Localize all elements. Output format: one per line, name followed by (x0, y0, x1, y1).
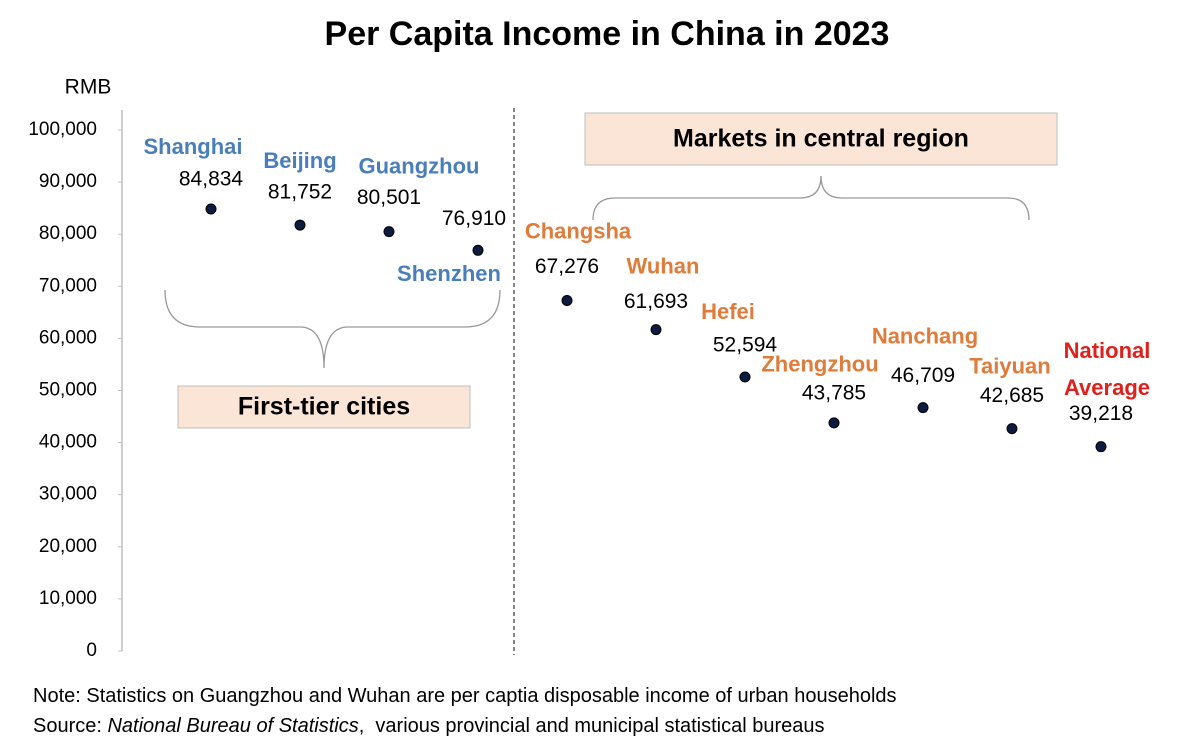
value-label: 61,693 (624, 290, 688, 313)
y-axis-label: RMB (65, 76, 112, 99)
source-text: National Bureau of Statistics (107, 715, 359, 737)
y-tick-label: 60,000 (39, 327, 97, 348)
value-label: 67,276 (535, 255, 599, 278)
category-label: Taiyuan (969, 353, 1051, 378)
value-label: 43,785 (802, 381, 866, 404)
y-tick-label: 30,000 (39, 484, 97, 505)
value-label: 52,594 (713, 334, 778, 357)
data-point (650, 324, 662, 336)
y-tick-label: 50,000 (39, 380, 97, 401)
data-point (917, 402, 929, 414)
note: Note: Statistics on Guangzhou and Wuhan … (33, 685, 897, 707)
y-tick-label: 100,000 (28, 119, 97, 140)
brace (592, 175, 1030, 221)
data-point (561, 294, 573, 306)
annotation-box (177, 385, 471, 429)
value-label: 42,685 (980, 384, 1044, 407)
y-tick-label: 90,000 (39, 171, 97, 192)
value-label: 76,910 (442, 207, 506, 230)
y-tick-label: 0 (86, 640, 97, 661)
category-label: Nanchang (872, 323, 978, 348)
y-tick-label: 40,000 (39, 432, 97, 453)
source-text: Source: (33, 715, 108, 737)
data-point (739, 371, 751, 383)
category-label: Zhengzhou (761, 352, 878, 377)
data-point (1006, 423, 1018, 435)
data-point (294, 219, 306, 231)
source-text: , various provincial and municipal stati… (358, 715, 825, 737)
y-tick-label: 10,000 (39, 588, 97, 609)
value-label: 80,501 (357, 186, 421, 209)
value-label: 84,834 (179, 168, 244, 191)
data-point (205, 203, 217, 215)
y-tick-label: 70,000 (39, 275, 97, 296)
category-label: Guangzhou (359, 153, 480, 178)
y-tick-label: 20,000 (39, 536, 97, 557)
y-tick-label: 80,000 (39, 223, 97, 244)
brace (164, 289, 501, 369)
source: Source: National Bureau of Statistics, v… (33, 715, 825, 738)
chart-title: Per Capita Income in China in 2023 (325, 15, 890, 53)
value-label: 39,218 (1069, 402, 1133, 425)
data-point (383, 226, 395, 238)
data-point (828, 417, 840, 429)
value-label: 81,752 (268, 181, 332, 204)
category-label: Shanghai (143, 134, 242, 159)
data-point (1095, 441, 1107, 453)
category-label: Beijing (263, 148, 336, 173)
annotation: Markets in central region (673, 125, 969, 153)
annotation-box (584, 112, 1058, 166)
category-label: Shenzhen (397, 261, 501, 286)
category-label: Hefei (701, 299, 755, 324)
category-label: Changsha (525, 218, 632, 243)
category-label: National Average (1063, 337, 1151, 400)
category-label: Wuhan (627, 253, 700, 278)
data-point (472, 244, 484, 256)
annotation: First-tier cities (238, 393, 410, 421)
value-label: 46,709 (891, 364, 955, 387)
